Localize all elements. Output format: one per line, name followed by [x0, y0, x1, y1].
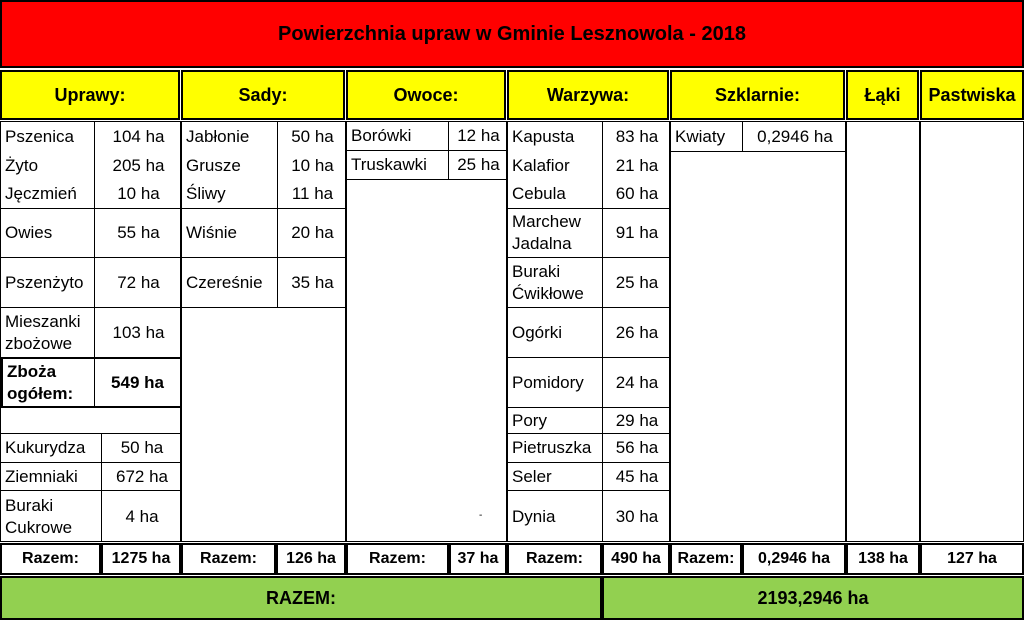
owoce-column: Borówki 12 ha Truskawki 25 ha -	[346, 121, 508, 542]
row-value: 72 ha	[117, 272, 160, 292]
total-szklarnie: 0,2946 ha	[742, 543, 846, 575]
sady-column: Jabłonie 50 ha Grusze 10 ha Śliwy 11 ha …	[181, 121, 347, 542]
header-laki: Łąki	[846, 70, 919, 120]
row-label: Dynia	[512, 506, 556, 526]
row-label: Żyto	[5, 155, 39, 175]
row-label: Ogórki	[512, 322, 563, 342]
row-value: 50 ha	[120, 438, 164, 457]
row-value: 60 ha	[615, 184, 659, 203]
row-value: 55 ha	[117, 223, 160, 242]
razem-label-sady: Razem:	[181, 543, 276, 575]
row-value: 25 ha	[615, 272, 659, 292]
grand-total-label: RAZEM:	[0, 576, 602, 620]
row-value: 11 ha	[291, 184, 334, 203]
row-label: Owies	[5, 223, 53, 242]
row-label: Kukurydza	[5, 438, 86, 457]
table-title: Powierzchnia upraw w Gminie Lesznowola -…	[0, 0, 1024, 68]
row-label: Jęczmień	[5, 184, 77, 203]
row-value: 24 ha	[615, 372, 659, 392]
row-value: 45 ha	[615, 466, 659, 486]
row-value: 26 ha	[615, 322, 659, 342]
header-owoce: Owoce:	[346, 70, 506, 120]
total-owoce: 37 ha	[449, 543, 507, 575]
razem-label-szklarnie: Razem:	[670, 543, 742, 575]
row-value: 10 ha	[291, 155, 334, 175]
total-pastwiska: 127 ha	[920, 543, 1024, 575]
row-label: Mieszanki zbożowe	[5, 311, 81, 353]
row-value: 10 ha	[117, 184, 160, 203]
row-value: 50 ha	[291, 126, 334, 146]
row-value: 29 ha	[615, 410, 659, 430]
row-label: Śliwy	[186, 184, 226, 203]
cereals-total-label: Zboża ogółem:	[7, 361, 74, 403]
row-value: 25 ha	[457, 155, 500, 174]
row-label: Kalafior	[512, 155, 570, 175]
row-label: Truskawki	[351, 155, 427, 174]
razem-label-warzywa: Razem:	[507, 543, 602, 575]
row-label: Jabłonie	[186, 126, 250, 146]
cereals-total-value: 549 ha	[111, 372, 164, 392]
row-value: 103 ha	[112, 322, 165, 342]
row-value: 104 ha	[112, 126, 165, 146]
row-label: Buraki Ćwikłowe	[512, 261, 584, 303]
stray-mark: -	[479, 510, 483, 521]
row-value: 91 ha	[615, 223, 659, 242]
row-label: Pomidory	[512, 372, 584, 392]
row-label: Pszenżyto	[5, 272, 84, 292]
laki-column	[846, 121, 920, 542]
uprawy-column: Pszenica 104 ha Żyto 205 ha Jęczmień 10 …	[0, 121, 182, 542]
row-label: Kwiaty	[675, 126, 726, 146]
row-value: 35 ha	[291, 272, 334, 292]
row-value: 12 ha	[457, 126, 500, 145]
total-uprawy: 1275 ha	[101, 543, 181, 575]
row-label: Pszenica	[5, 126, 74, 146]
header-pastwiska: Pastwiska	[920, 70, 1024, 120]
total-sady: 126 ha	[276, 543, 346, 575]
row-value: 20 ha	[291, 223, 334, 242]
row-value: 83 ha	[615, 126, 659, 146]
razem-label-owoce: Razem:	[346, 543, 449, 575]
header-szklarnie: Szklarnie:	[670, 70, 845, 120]
row-label: Seler	[512, 466, 552, 486]
row-label: Grusze	[186, 155, 241, 175]
row-label: Cebula	[512, 184, 566, 203]
row-label: Marchew Jadalna	[512, 212, 581, 253]
row-value: 56 ha	[615, 438, 659, 457]
row-label: Buraki Cukrowe	[5, 495, 73, 537]
row-label: Pietruszka	[512, 438, 592, 457]
row-value: 4 ha	[125, 506, 159, 526]
pastwiska-column	[920, 121, 1024, 542]
row-value: 205 ha	[112, 155, 165, 175]
total-warzywa: 490 ha	[602, 543, 670, 575]
row-label: Czereśnie	[186, 272, 263, 292]
row-value: 30 ha	[615, 506, 659, 526]
row-label: Wiśnie	[186, 223, 238, 242]
header-sady: Sady:	[181, 70, 345, 120]
header-uprawy: Uprawy:	[0, 70, 180, 120]
row-value: 0,2946 ha	[757, 126, 833, 146]
row-label: Kapusta	[512, 126, 575, 146]
row-value: 21 ha	[615, 155, 659, 175]
razem-label-uprawy: Razem:	[0, 543, 101, 575]
szklarnie-column: Kwiaty 0,2946 ha	[670, 121, 847, 542]
grand-total-value: 2193,2946 ha	[602, 576, 1024, 620]
row-label: Pory	[512, 410, 547, 430]
row-label: Borówki	[351, 126, 412, 145]
warzywa-column: Kapusta 83 ha Kalafior 21 ha Cebula 60 h…	[507, 121, 671, 542]
total-laki: 138 ha	[846, 543, 920, 575]
header-warzywa: Warzywa:	[507, 70, 669, 120]
row-value: 672 ha	[116, 466, 168, 486]
row-label: Ziemniaki	[5, 466, 78, 486]
